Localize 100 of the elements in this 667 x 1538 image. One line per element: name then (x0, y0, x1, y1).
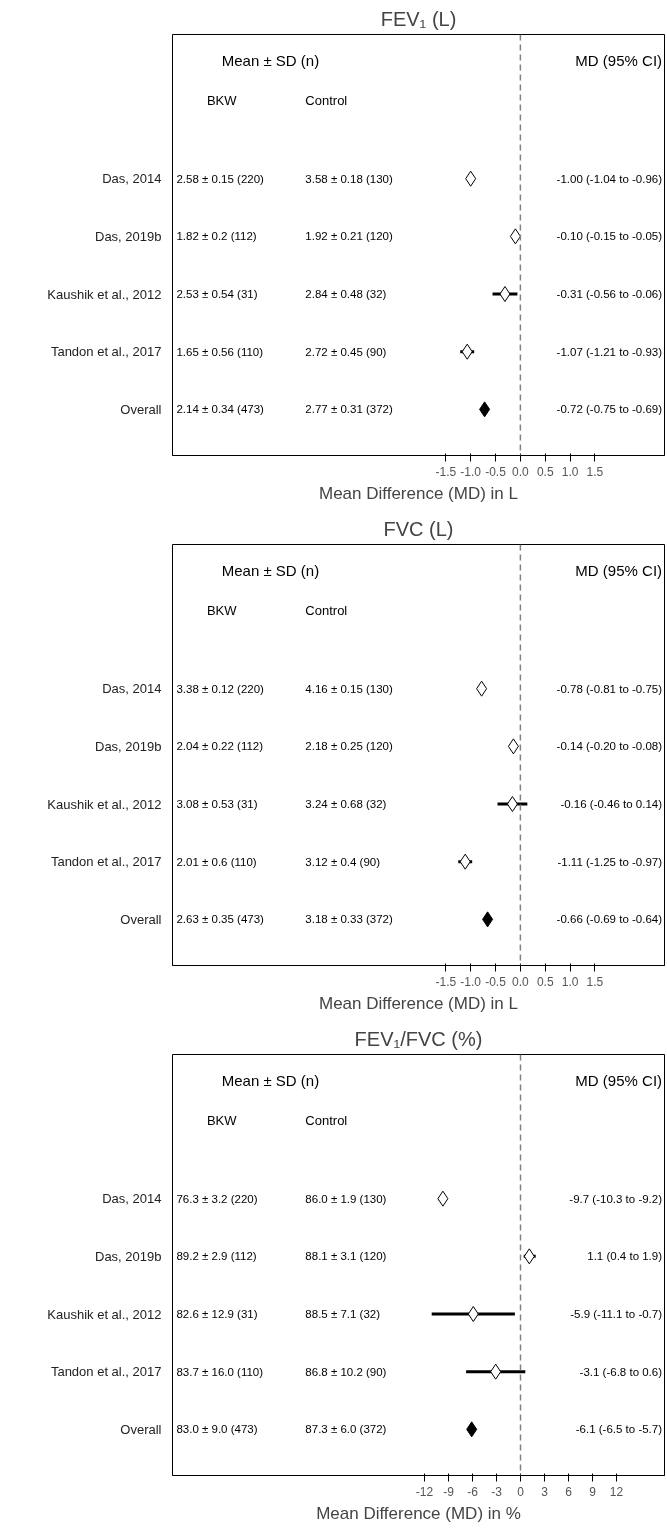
annotation: -0.78 (-0.81 to -0.75) (556, 682, 663, 695)
x-tick-label: 0.0 (512, 974, 530, 989)
annotation: -0.16 (-0.46 to 0.14) (560, 798, 663, 811)
x-tick-label: -1.5 (435, 974, 457, 989)
text: Mean ± SD (n) (221, 1071, 320, 1089)
point (459, 853, 471, 870)
annotation: 3.24 ± 0.68 (32) (305, 798, 387, 811)
x-tick-label: 1.5 (586, 464, 604, 479)
y-tick-label: Overall (120, 1421, 162, 1437)
x-tick-label: 3 (541, 1484, 549, 1499)
annotation: 86.8 ± 10.2 (90) (305, 1365, 387, 1378)
chart-title: FEV₁ (L) (380, 7, 457, 30)
annotation: 2.14 ± 0.34 (473) (176, 403, 265, 416)
annotation: 2.01 ± 0.6 (110) (176, 855, 257, 868)
annotation: -0.10 (-0.15 to -0.05) (556, 230, 663, 243)
x-tick-label: -0.5 (485, 974, 507, 989)
point (506, 796, 518, 813)
x-tick-label: -9 (443, 1484, 455, 1499)
point (523, 1248, 535, 1265)
x-tick-label: -1.0 (460, 974, 482, 989)
x-tick-label: 0.5 (536, 464, 554, 479)
annotation: -0.66 (-0.69 to -0.64) (556, 913, 663, 926)
x-tick-label: 0 (517, 1484, 525, 1499)
annotation: 2.63 ± 0.35 (473) (176, 913, 265, 926)
text: BKW (206, 93, 238, 109)
annotation: 3.18 ± 0.33 (372) (305, 913, 394, 926)
y-tick-label: Das, 2019b (95, 738, 162, 754)
x-tick-label: -1.5 (435, 464, 457, 479)
annotation: 2.18 ± 0.25 (120) (305, 740, 394, 753)
x-axis-title: Mean Difference (MD) in L (318, 483, 519, 503)
y-tick-label: Overall (120, 401, 162, 417)
x-axis-title: Mean Difference (MD) in L (318, 993, 519, 1013)
text: MD (95% CI) (575, 561, 663, 579)
annotation: 87.3 ± 6.0 (372) (305, 1423, 387, 1436)
annotation: -0.14 (-0.20 to -0.08) (556, 740, 663, 753)
y-tick-label: Tandon et al., 2017 (50, 344, 162, 360)
text: Control (305, 93, 348, 109)
annotation: 82.6 ± 12.9 (31) (176, 1308, 258, 1321)
x-tick-label: 1.0 (561, 974, 579, 989)
x-tick-label: 12 (609, 1484, 624, 1499)
annotation: 3.38 ± 0.12 (220) (176, 682, 265, 695)
y-tick-label: Tandon et al., 2017 (50, 1364, 162, 1380)
annotation: 3.08 ± 0.53 (31) (176, 798, 258, 811)
x-tick-label: 1.5 (586, 974, 604, 989)
chart-title: FVC (L) (383, 517, 454, 540)
y-tick-label: Kaushik et al., 2012 (47, 286, 162, 302)
text: Mean ± SD (n) (221, 51, 320, 69)
point (482, 911, 494, 928)
text: MD (95% CI) (575, 51, 663, 69)
annotation: 89.2 ± 2.9 (112) (176, 1250, 257, 1263)
y-tick-label: Kaushik et al., 2012 (47, 796, 162, 812)
annotation: 2.04 ± 0.22 (112) (176, 740, 264, 753)
point (479, 401, 491, 418)
y-tick-label: Kaushik et al., 2012 (47, 1306, 162, 1322)
x-tick-label: 9 (589, 1484, 597, 1499)
annotation: -1.00 (-1.04 to -0.96) (556, 172, 663, 185)
point (437, 1190, 449, 1207)
point (466, 1421, 478, 1438)
annotation: -9.7 (-10.3 to -9.2) (569, 1192, 663, 1205)
x-axis-title: Mean Difference (MD) in % (316, 1503, 521, 1523)
annotation: 1.65 ± 0.56 (110) (176, 345, 264, 358)
annotation: 1.92 ± 0.21 (120) (305, 230, 394, 243)
point (509, 228, 521, 245)
x-tick-label: -12 (415, 1484, 434, 1499)
point (490, 1363, 502, 1380)
annotation: 3.58 ± 0.18 (130) (305, 172, 394, 185)
annotation: -3.1 (-6.8 to 0.6) (579, 1365, 663, 1378)
annotation: 1.1 (0.4 to 1.9) (587, 1250, 663, 1263)
annotation: -0.72 (-0.75 to -0.69) (556, 403, 663, 416)
annotation: 88.5 ± 7.1 (32) (305, 1308, 381, 1321)
annotation: 76.3 ± 3.2 (220) (176, 1192, 258, 1205)
annotation: 88.1 ± 3.1 (120) (305, 1250, 387, 1263)
annotation: 86.0 ± 1.9 (130) (305, 1192, 387, 1205)
text: Control (305, 603, 348, 619)
x-tick-label: -6 (467, 1484, 479, 1499)
x-tick-label: -3 (491, 1484, 503, 1499)
x-tick-label: 6 (565, 1484, 573, 1499)
y-tick-label: Das, 2019b (95, 1248, 162, 1264)
x-tick-label: -1.0 (460, 464, 482, 479)
x-tick-label: 0.5 (536, 974, 554, 989)
annotation: 2.77 ± 0.31 (372) (305, 403, 394, 416)
point (467, 1306, 479, 1323)
x-tick-label: 0.0 (512, 464, 530, 479)
text: MD (95% CI) (575, 1071, 663, 1089)
text: BKW (206, 1113, 238, 1129)
point (476, 680, 488, 697)
annotation: 2.84 ± 0.48 (32) (305, 288, 387, 301)
annotation: -6.1 (-6.5 to -5.7) (575, 1423, 663, 1436)
y-tick-label: Das, 2014 (102, 171, 162, 187)
y-tick-label: Das, 2019b (95, 228, 162, 244)
x-tick-label: -0.5 (485, 464, 507, 479)
annotation: 2.72 ± 0.45 (90) (305, 345, 387, 358)
annotation: 2.53 ± 0.54 (31) (176, 288, 258, 301)
y-tick-label: Tandon et al., 2017 (50, 854, 162, 870)
annotation: -0.31 (-0.56 to -0.06) (556, 288, 663, 301)
annotation: 3.12 ± 0.4 (90) (305, 855, 381, 868)
annotation: 1.82 ± 0.2 (112) (176, 230, 257, 243)
text: Mean ± SD (n) (221, 561, 320, 579)
annotation: 4.16 ± 0.15 (130) (305, 682, 394, 695)
annotation: 2.58 ± 0.15 (220) (176, 172, 265, 185)
